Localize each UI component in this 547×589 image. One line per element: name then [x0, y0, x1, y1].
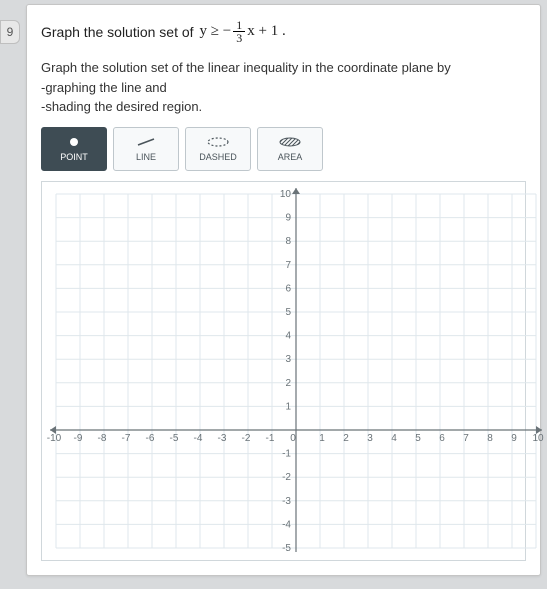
drawing-toolbar: POINT LINE DASHED AREA [41, 127, 526, 171]
svg-text:-7: -7 [122, 433, 131, 444]
math-fraction: 13 [233, 19, 245, 44]
math-tail: + 1 . [259, 23, 286, 39]
svg-text:-9: -9 [74, 433, 83, 444]
svg-text:4: 4 [285, 330, 291, 341]
svg-text:1: 1 [319, 433, 325, 444]
svg-text:-10: -10 [47, 433, 62, 444]
line-tool[interactable]: LINE [113, 127, 179, 171]
svg-text:4: 4 [391, 433, 397, 444]
dashed-tool[interactable]: DASHED [185, 127, 251, 171]
svg-text:-2: -2 [282, 472, 291, 483]
svg-text:9: 9 [285, 212, 291, 223]
svg-text:3: 3 [367, 433, 373, 444]
svg-text:5: 5 [415, 433, 421, 444]
math-neg: − [223, 23, 231, 39]
point-tool[interactable]: POINT [41, 127, 107, 171]
instr-line-3: -shading the desired region. [41, 97, 526, 117]
svg-text:-5: -5 [170, 433, 179, 444]
svg-text:6: 6 [439, 433, 445, 444]
area-label: AREA [278, 152, 303, 162]
svg-text:-1: -1 [282, 448, 291, 459]
instructions: Graph the solution set of the linear ine… [41, 58, 526, 117]
dashed-icon [206, 135, 230, 149]
grid-svg: -10-9-8-7-6-5-4-3-2-10123456789101098765… [46, 186, 546, 556]
area-icon [278, 135, 302, 149]
svg-text:0: 0 [290, 433, 296, 444]
svg-text:-6: -6 [146, 433, 155, 444]
svg-text:2: 2 [285, 377, 291, 388]
svg-text:-5: -5 [282, 543, 291, 554]
point-icon [69, 135, 79, 149]
svg-text:5: 5 [285, 307, 291, 318]
instr-line-1: Graph the solution set of the linear ine… [41, 58, 526, 78]
svg-text:8: 8 [285, 236, 291, 247]
svg-text:8: 8 [487, 433, 493, 444]
svg-text:7: 7 [463, 433, 469, 444]
svg-text:-8: -8 [98, 433, 107, 444]
coordinate-plane[interactable]: -10-9-8-7-6-5-4-3-2-10123456789101098765… [41, 181, 526, 561]
svg-text:6: 6 [285, 283, 291, 294]
question-card: Graph the solution set of y ≥ −13x + 1 .… [26, 4, 541, 576]
prompt-lead: Graph the solution set of [41, 24, 194, 40]
svg-text:2: 2 [343, 433, 349, 444]
question-prompt: Graph the solution set of y ≥ −13x + 1 . [41, 19, 526, 44]
svg-text:-2: -2 [242, 433, 251, 444]
svg-text:1: 1 [285, 401, 291, 412]
svg-text:-3: -3 [282, 495, 291, 506]
instr-line-2: -graphing the line and [41, 78, 526, 98]
dashed-label: DASHED [199, 152, 237, 162]
line-icon [136, 135, 156, 149]
prompt-math: y ≥ −13x + 1 . [200, 19, 286, 44]
area-tool[interactable]: AREA [257, 127, 323, 171]
math-rel: ≥ [211, 23, 219, 39]
svg-text:-1: -1 [266, 433, 275, 444]
math-x: x [247, 23, 255, 39]
svg-text:10: 10 [280, 189, 292, 200]
svg-text:3: 3 [285, 354, 291, 365]
svg-text:10: 10 [532, 433, 544, 444]
frac-den: 3 [233, 32, 245, 44]
point-label: POINT [60, 152, 88, 162]
svg-text:-3: -3 [218, 433, 227, 444]
svg-text:-4: -4 [282, 519, 291, 530]
svg-text:7: 7 [285, 259, 291, 270]
math-var: y [200, 23, 208, 39]
svg-text:9: 9 [511, 433, 517, 444]
svg-text:-4: -4 [194, 433, 203, 444]
question-number-badge: 9 [0, 20, 20, 44]
line-label: LINE [136, 152, 156, 162]
